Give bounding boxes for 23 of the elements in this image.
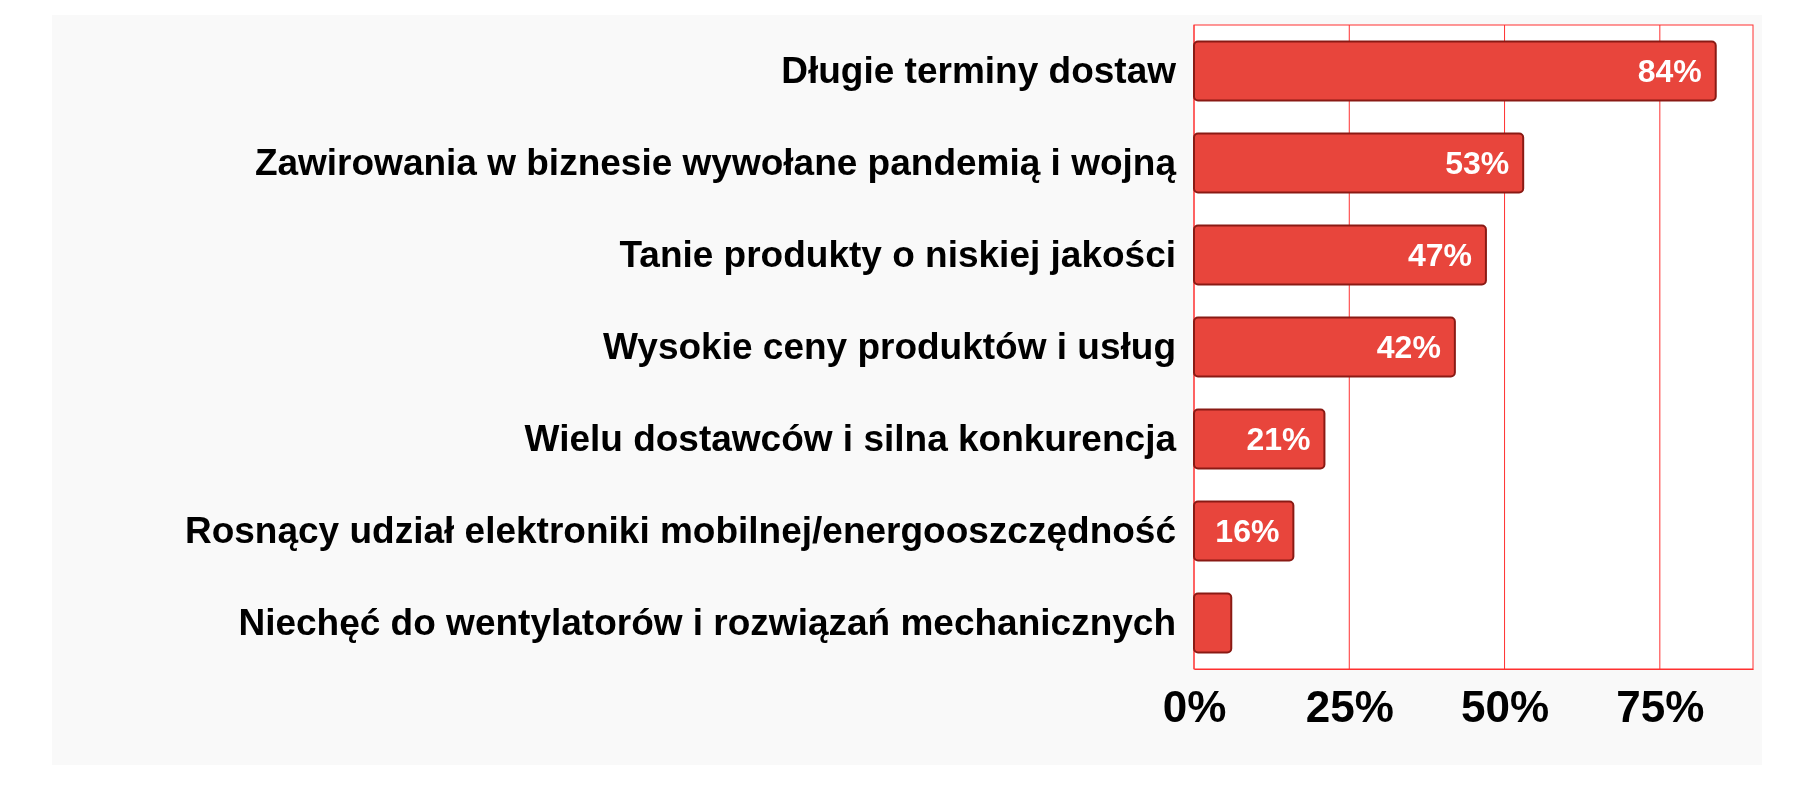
data-label: 21% [1246,421,1311,458]
data-label: 42% [1376,329,1441,366]
data-label: 53% [1445,145,1510,182]
bar [1193,40,1717,102]
x-tick-label: 0% [1162,682,1227,732]
bar [1193,132,1525,194]
y-tick-label: Rosnący udział elektroniki mobilnej/energooszczędność [184,509,1176,551]
y-tick-label: Zawirowania w biznesie wywołane pandemią i wojną [254,141,1177,183]
data-label: 47% [1407,237,1472,274]
x-tick-label: 25% [1305,682,1394,732]
data-label: 84% [1637,53,1702,90]
bar [1193,592,1233,654]
x-tick-label: 75% [1616,682,1705,732]
y-tick-label: Długie terminy dostaw [781,49,1177,91]
bar [1193,224,1487,286]
y-tick-label: Wysokie ceny produktów i usług [603,325,1176,367]
y-tick-label: Tanie produkty o niskiej jakości [619,233,1176,275]
x-tick-label: 50% [1461,682,1550,732]
data-label: 16% [1215,513,1280,550]
bar [1193,316,1456,378]
y-tick-label: Wielu dostawców i silna konkurencja [524,417,1177,459]
bar [1193,408,1326,470]
y-tick-label: Niechęć do wentylatorów i rozwiązań mechanicznych [238,601,1176,643]
